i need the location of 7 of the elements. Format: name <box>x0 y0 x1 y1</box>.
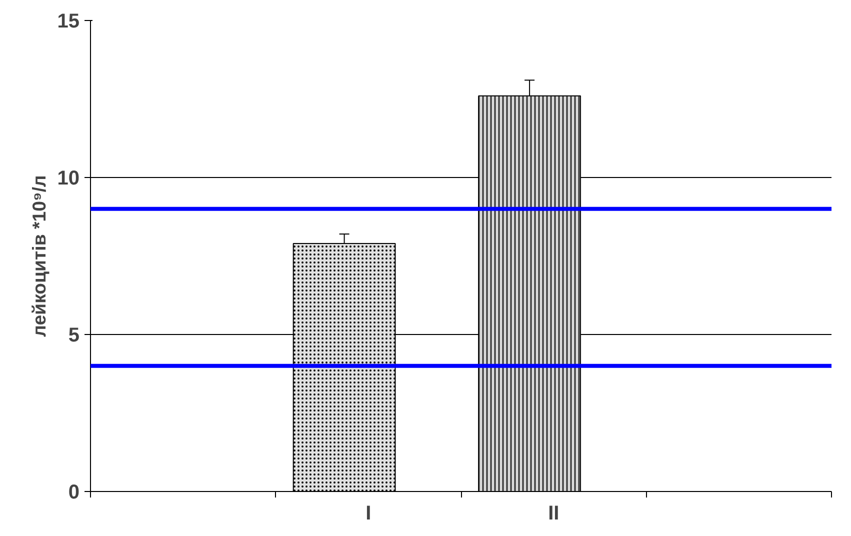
y-axis-title: лейкоцитів *10⁹/л <box>28 175 50 337</box>
x-tick-label: I <box>366 502 372 524</box>
y-tick-label: 10 <box>57 168 80 190</box>
y-tick-label: 5 <box>68 324 80 346</box>
y-tick-label: 15 <box>57 10 80 32</box>
x-tick-label: II <box>548 502 560 524</box>
y-tick-label: 0 <box>68 482 80 504</box>
